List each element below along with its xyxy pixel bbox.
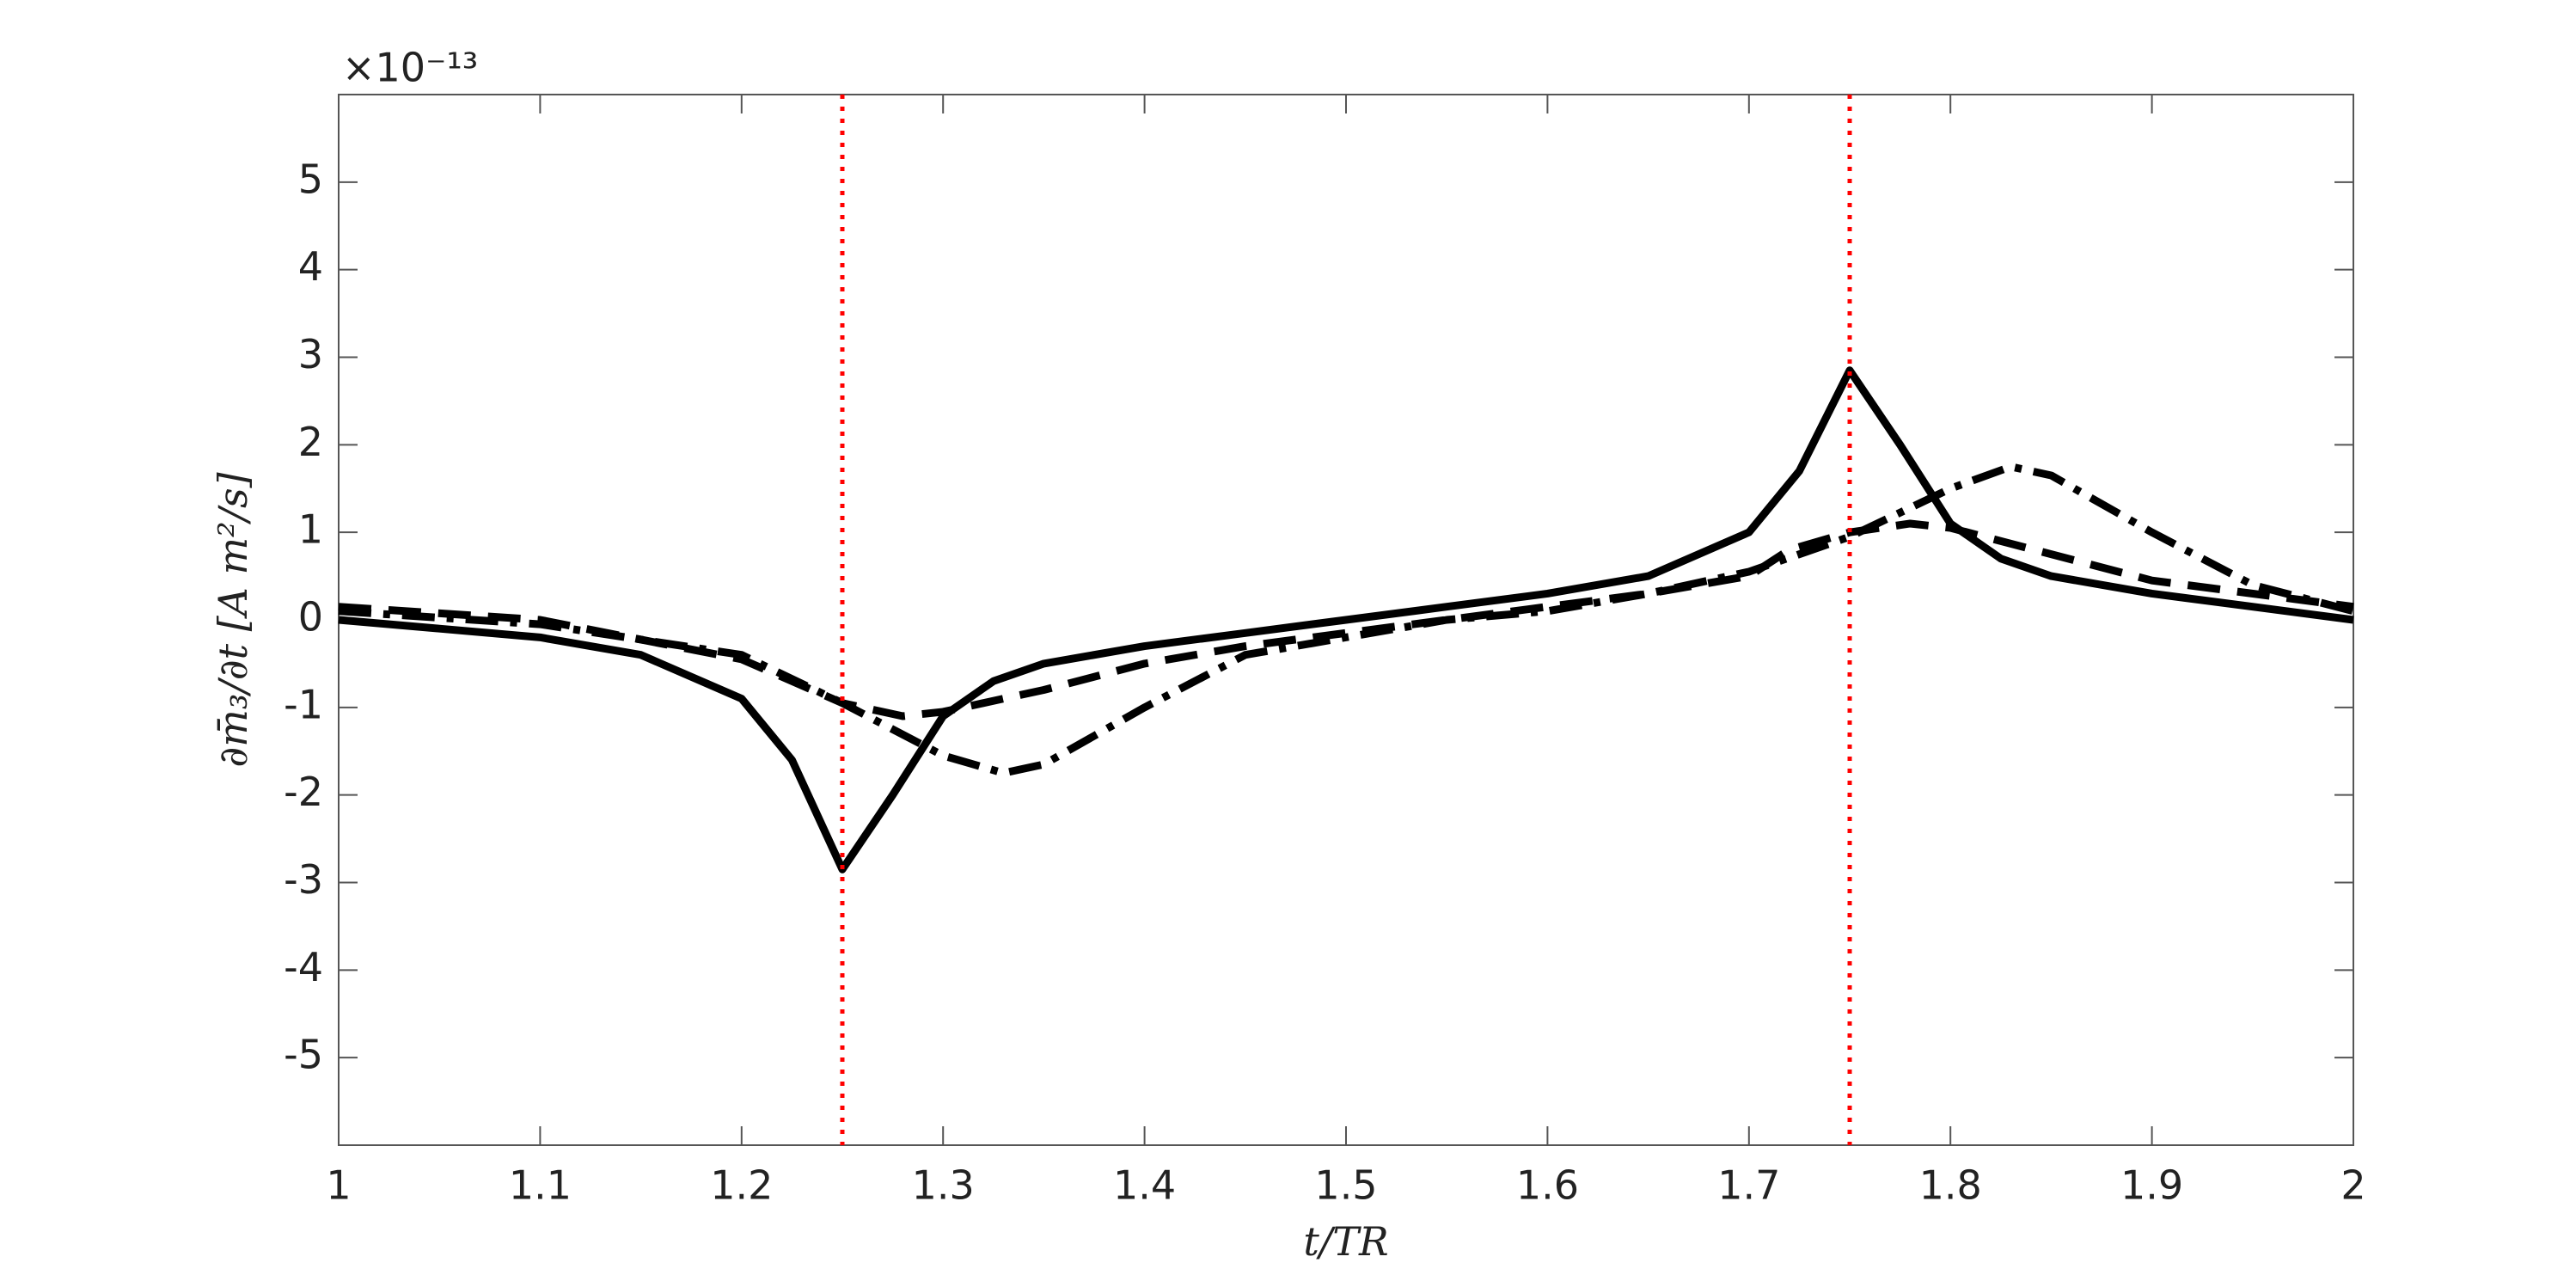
y-axis-label: ∂m̄₃/∂t [A m²/s] — [210, 472, 256, 767]
x-tick-label: 1.3 — [912, 1162, 975, 1209]
x-tick-label: 1.9 — [2120, 1162, 2183, 1209]
data-line — [338, 463, 2355, 777]
y-tick-label: 3 — [298, 331, 323, 377]
x-tick-label: 1.6 — [1516, 1162, 1579, 1209]
y-tick-label: -1 — [284, 681, 323, 727]
y-tick-label: 4 — [298, 243, 323, 290]
x-tick-label: 1.1 — [509, 1162, 572, 1209]
x-tick-label: 1.2 — [710, 1162, 773, 1209]
y-tick-label: -2 — [284, 769, 323, 815]
y-tick-label: 5 — [298, 156, 323, 202]
x-tick-label: 1.5 — [1314, 1162, 1377, 1209]
x-tick-label: 2 — [2340, 1162, 2365, 1209]
x-axis-label: t/TR — [1303, 1218, 1388, 1265]
x-tick-label: 1.4 — [1113, 1162, 1176, 1209]
y-tick-label: -3 — [284, 856, 323, 903]
x-tick-label: 1.7 — [1717, 1162, 1780, 1209]
y-tick-label: 1 — [298, 506, 323, 553]
x-tick-label: 1.8 — [1919, 1162, 1982, 1209]
data-line — [338, 366, 2354, 873]
y-tick-label: -5 — [284, 1032, 323, 1078]
y-tick-label: 0 — [298, 594, 323, 641]
x-tick-label: 1 — [326, 1162, 351, 1209]
y-tick-label: 2 — [298, 419, 323, 465]
y-exponent: ×10⁻¹³ — [342, 45, 478, 91]
y-tick-label: -4 — [284, 944, 323, 990]
